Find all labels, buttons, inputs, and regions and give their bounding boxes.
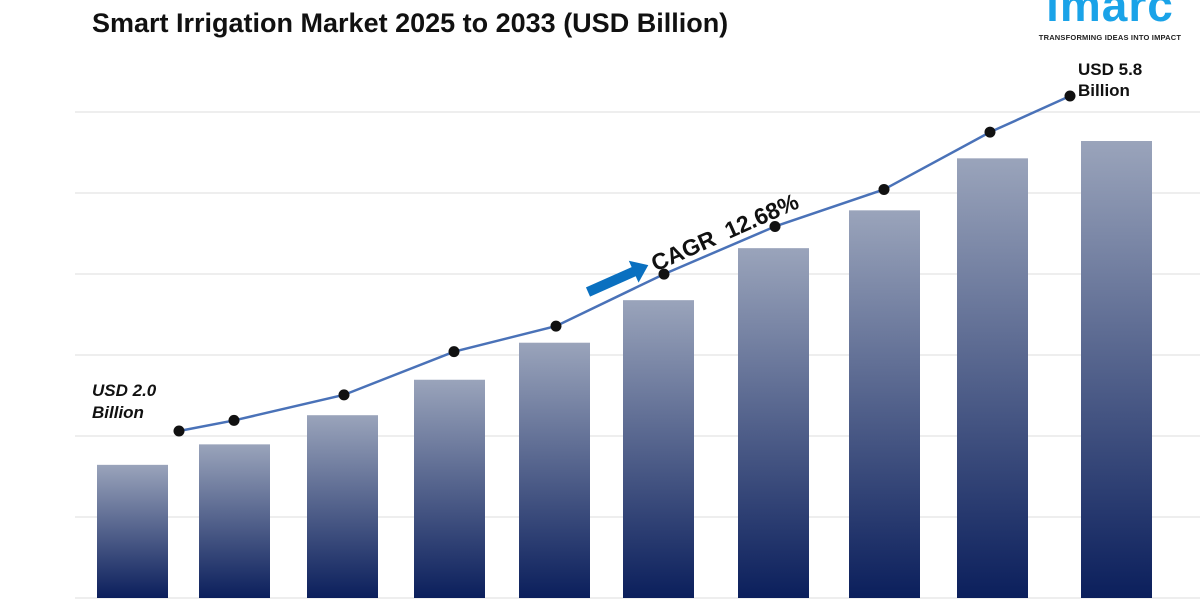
- trend-point: [448, 346, 460, 358]
- bar: [307, 415, 378, 598]
- trend-point: [984, 126, 996, 138]
- trend-point: [550, 320, 562, 332]
- logo-word: imarc: [1046, 0, 1174, 31]
- bar: [957, 158, 1028, 599]
- cagr-arrow-icon: [585, 260, 649, 297]
- logo-tagline: TRANSFORMING IDEAS INTO IMPACT: [1038, 33, 1182, 42]
- bar: [519, 342, 590, 598]
- bar: [1081, 141, 1152, 598]
- end-value-label-line1: USD 5.8: [1078, 60, 1142, 79]
- bar: [623, 300, 694, 598]
- trend-point: [658, 268, 670, 280]
- trend-point: [338, 389, 350, 401]
- start-value-label-line2: Billion: [92, 403, 144, 422]
- trend-line: [178, 94, 1071, 433]
- trend-point: [769, 220, 781, 232]
- trend-point: [173, 425, 185, 437]
- bar: [849, 210, 920, 598]
- bar: [414, 379, 485, 598]
- trend-point: [228, 414, 240, 426]
- bar: [97, 464, 168, 598]
- imarc-logo: imarc TRANSFORMING IDEAS INTO IMPACT: [1030, 0, 1190, 42]
- bar: [199, 444, 270, 598]
- trend-point: [878, 183, 890, 195]
- end-value-label-line2: Billion: [1078, 81, 1130, 100]
- bar: [738, 248, 809, 598]
- start-value-label-line1: USD 2.0: [92, 381, 157, 400]
- chart-title: Smart Irrigation Market 2025 to 2033 (US…: [92, 8, 729, 38]
- trend-point: [1064, 90, 1076, 102]
